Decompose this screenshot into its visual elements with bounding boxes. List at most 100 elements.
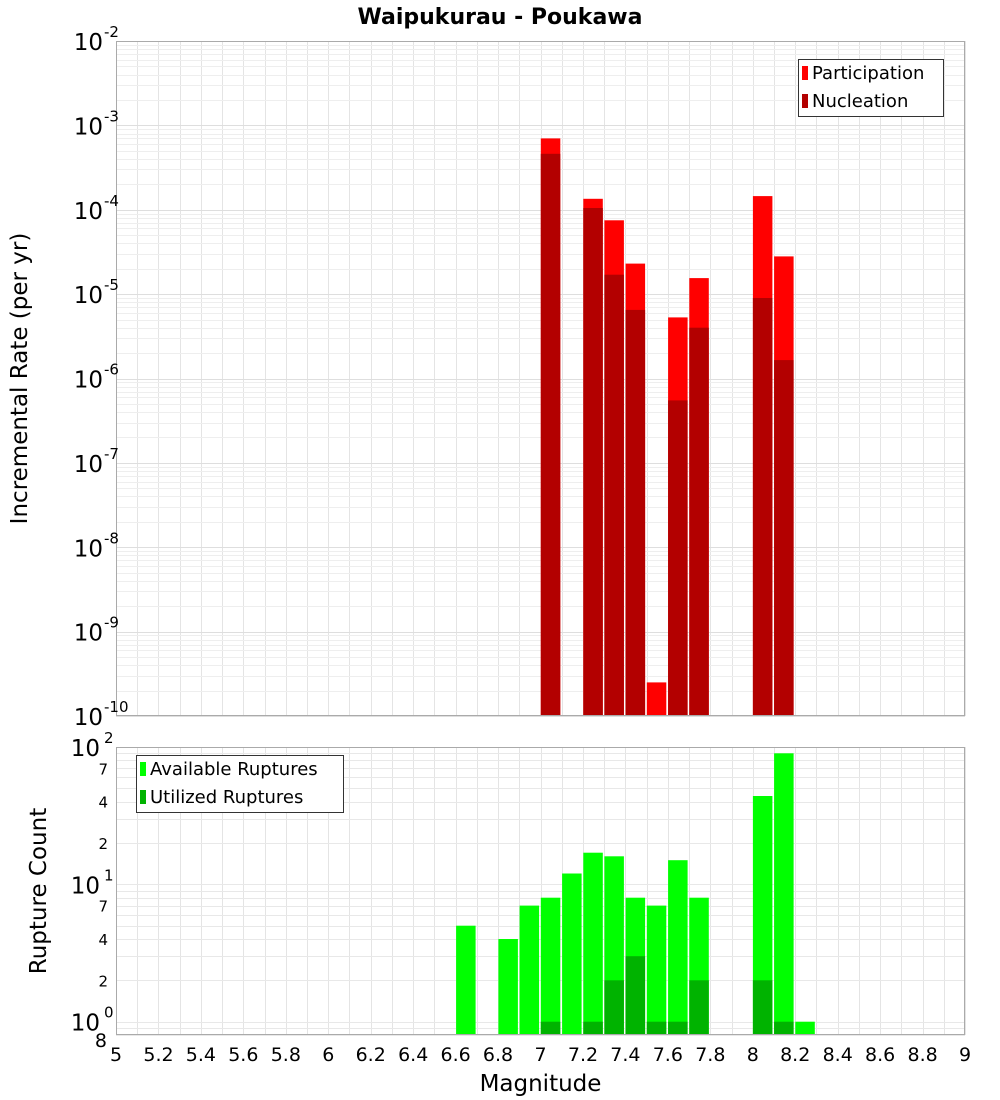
utilized-ruptures-bar [668, 1021, 688, 1035]
count-y-minor-tick: 7 [98, 760, 108, 778]
count-y-minor-tick: 2 [98, 972, 108, 990]
available-ruptures-bar [519, 905, 540, 1035]
utilized-ruptures-bar [752, 980, 773, 1035]
rate-y-tick-exponent: -10 [104, 698, 129, 716]
rate-y-tick-exponent: -5 [104, 276, 119, 294]
utilized-ruptures-bar [604, 980, 624, 1035]
nucleation-bar [540, 153, 561, 717]
nucleation-bar [752, 298, 773, 716]
magnitude-x-tick: 7.6 [653, 1044, 683, 1066]
nucleation-bar [668, 400, 688, 716]
count-y-minor-tick: 8 [95, 1030, 107, 1052]
magnitude-x-tick: 7.4 [610, 1044, 640, 1066]
count-y-tick-exponent: 1 [104, 866, 114, 884]
utilized-ruptures-bar [646, 1021, 667, 1035]
count-y-minor-tick: 2 [98, 835, 108, 853]
magnitude-x-tick: 7 [534, 1044, 546, 1066]
rate-y-tick-base: 10 [74, 452, 103, 478]
count-legend-box [136, 755, 344, 813]
count-y-tick-base: 10 [71, 736, 100, 762]
magnitude-x-tick: 8.4 [823, 1044, 853, 1066]
rate-legend-swatch [802, 94, 808, 108]
utilized-ruptures-bar [625, 956, 646, 1035]
available-ruptures-bar [456, 925, 476, 1035]
magnitude-x-tick: 6.6 [440, 1044, 470, 1066]
chart-title: Waipukurau - Poukawa [358, 5, 643, 30]
magnitude-x-tick: 9 [959, 1044, 971, 1066]
available-ruptures-bar [752, 796, 773, 1035]
magnitude-x-tick: 6.4 [398, 1044, 428, 1066]
nucleation-bar [604, 274, 624, 716]
rate-grid [116, 41, 966, 717]
rate-y-tick-exponent: -4 [104, 192, 119, 210]
nucleation-bar [583, 208, 603, 716]
magnitude-x-tick: 5.2 [143, 1044, 173, 1066]
rate-panel: 10-210-310-410-510-610-710-810-910-10 In… [7, 23, 966, 731]
magnitude-x-tick: 8.6 [865, 1044, 895, 1066]
rate-y-tick-base: 10 [74, 199, 103, 225]
rate-y-tick-base: 10 [74, 536, 103, 562]
available-ruptures-bar [668, 860, 688, 1035]
magnitude-x-tick: 6 [322, 1044, 334, 1066]
rate-y-tick-exponent: -3 [104, 107, 119, 125]
rate-y-tick-base: 10 [74, 621, 103, 647]
available-ruptures-bar [540, 897, 561, 1035]
rate-y-ticks: 10-210-310-410-510-610-710-810-910-10 [74, 23, 129, 731]
rate-legend-label: Nucleation [812, 91, 908, 112]
utilized-ruptures-bar [540, 1021, 561, 1035]
rate-y-tick-exponent: -7 [104, 445, 119, 463]
count-legend-label: Utilized Ruptures [150, 787, 303, 808]
rate-bars [540, 138, 794, 717]
magnitude-x-tick: 5.6 [228, 1044, 258, 1066]
rate-y-tick-base: 10 [74, 705, 103, 731]
rate-legend-label: Participation [812, 63, 924, 84]
rate-legend-swatch [802, 66, 808, 80]
magnitude-x-tick: 7.2 [568, 1044, 598, 1066]
rate-y-tick-base: 10 [74, 30, 103, 56]
count-y-tick-exponent: 2 [104, 729, 114, 747]
count-y-tick-base: 10 [71, 873, 100, 899]
count-legend-label: Available Ruptures [150, 759, 318, 780]
count-y-tick-base: 10 [71, 1011, 100, 1037]
nucleation-bar [774, 360, 794, 716]
rate-y-tick-exponent: -8 [104, 529, 119, 547]
count-legend-swatch [140, 762, 146, 776]
count-y-tick-exponent: 0 [104, 1004, 114, 1022]
magnitude-x-tick: 5.4 [186, 1044, 216, 1066]
rate-legend: Participation Nucleation [798, 59, 944, 117]
available-ruptures-bar [646, 905, 667, 1035]
magnitude-x-tick: 7.8 [695, 1044, 725, 1066]
rate-y-tick-base: 10 [74, 368, 103, 394]
rate-legend-box [798, 59, 944, 117]
count-legend: Available Ruptures Utilized Ruptures [136, 755, 344, 813]
count-legend-swatch [140, 790, 146, 804]
rate-plot-area [116, 41, 965, 716]
utilized-ruptures-bar [583, 1021, 603, 1035]
nucleation-bar [625, 309, 646, 716]
magnitude-x-tick: 8.8 [907, 1044, 937, 1066]
available-ruptures-bar [562, 873, 582, 1035]
participation-bar [646, 682, 667, 716]
available-ruptures-bar [583, 852, 603, 1035]
utilized-ruptures-bar [689, 980, 709, 1035]
rate-y-tick-base: 10 [74, 114, 103, 140]
available-ruptures-bar [795, 1021, 815, 1035]
magnitude-x-tick: 6.2 [356, 1044, 386, 1066]
count-plot-frame [116, 747, 965, 1035]
rate-plot-frame [116, 41, 965, 716]
rate-y-tick-exponent: -6 [104, 361, 119, 379]
magnitude-x-ticks: 5 5.2 5.4 5.6 5.8 6 6.2 6.4 6.6 6.8 7 7.2 7.4 7.6 7.8 8… [110, 1044, 971, 1066]
count-y-minor-tick: 7 [98, 898, 108, 916]
available-ruptures-bar [498, 939, 518, 1035]
magnitude-x-axis-label: Magnitude [480, 1071, 602, 1097]
count-y-minor-tick: 4 [98, 931, 108, 949]
rate-y-tick-exponent: -9 [104, 614, 119, 632]
available-ruptures-bar [774, 753, 794, 1035]
magnitude-x-tick: 8.2 [780, 1044, 810, 1066]
nucleation-bar [689, 327, 709, 716]
count-y-minor-tick: 4 [98, 794, 108, 812]
count-y-axis-label: Rupture Count [26, 808, 52, 974]
rate-y-tick-exponent: -2 [104, 23, 119, 41]
